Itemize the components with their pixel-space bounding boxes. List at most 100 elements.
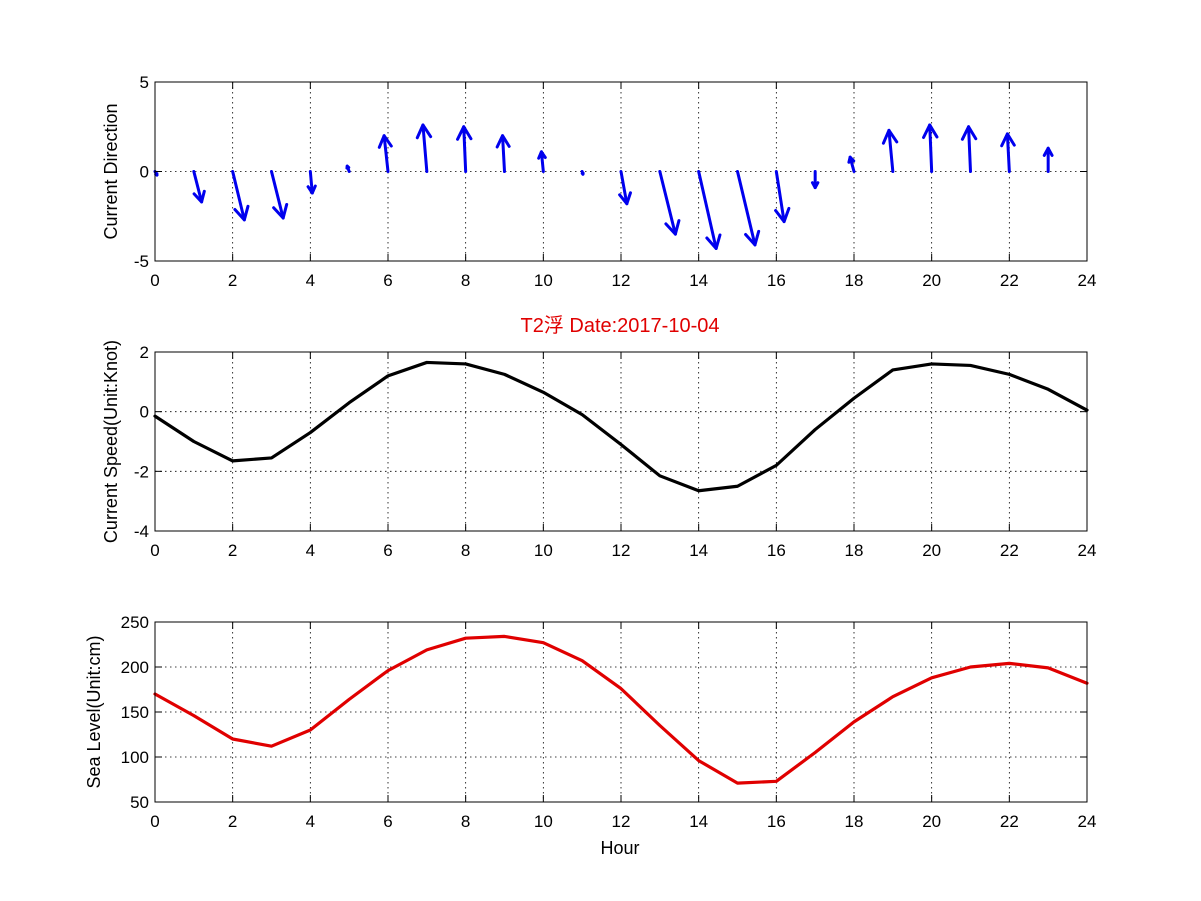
arrow-head <box>847 155 856 164</box>
arrow-shaft <box>539 150 545 173</box>
y-tick-label: 50 <box>130 793 149 812</box>
x-tick-label: 20 <box>922 271 941 290</box>
arrow-shaft <box>736 170 757 247</box>
arrow-head <box>618 191 632 206</box>
arrow-head <box>1000 132 1016 148</box>
x-tick-label: 22 <box>1000 541 1019 560</box>
arrow-shaft <box>967 125 972 173</box>
figure-title: T2浮 Date:2017-10-04 <box>520 314 719 337</box>
y-tick-label: 0 <box>140 403 149 422</box>
arrow-shaft <box>619 170 629 206</box>
y-tick-label: 0 <box>140 163 149 182</box>
x-tick-label: 6 <box>383 812 392 831</box>
arrow-head <box>664 219 681 236</box>
arrow-head <box>922 123 939 140</box>
arrow-19 <box>881 128 899 173</box>
arrow-shaft <box>697 170 718 250</box>
arrow-head <box>495 134 511 149</box>
arrow-shaft <box>231 170 246 222</box>
series-line <box>153 360 1089 493</box>
x-tick-label: 24 <box>1078 271 1097 290</box>
x-tick-label: 8 <box>461 812 470 831</box>
y-tick-label: -4 <box>134 522 149 541</box>
arrow-head <box>415 123 433 140</box>
arrow-head <box>345 164 351 170</box>
arrow-shaft <box>382 134 390 173</box>
x-tick-label: 14 <box>689 541 708 560</box>
x-tick-label: 0 <box>150 812 159 831</box>
x-tick-label: 0 <box>150 271 159 290</box>
arrow-1 <box>192 170 206 204</box>
x-tick-label: 8 <box>461 541 470 560</box>
arrow-15 <box>736 170 761 247</box>
x-tick-label: 18 <box>845 271 864 290</box>
arrow-shaft <box>462 125 468 173</box>
arrow-head <box>192 189 206 204</box>
arrow-shaft <box>928 123 934 173</box>
arrow-shaft <box>308 170 314 195</box>
x-tick-label: 0 <box>150 541 159 560</box>
arrow-4 <box>306 170 317 195</box>
x-axis-label: Hour <box>600 838 639 858</box>
ticks: 0 2 4 6 8 10 12 14 16 18 20 22 24-505 <box>134 73 1097 290</box>
arrow-head <box>306 184 317 195</box>
x-tick-label: 16 <box>767 812 786 831</box>
x-tick-label: 14 <box>689 271 708 290</box>
arrow-head <box>456 125 473 141</box>
grid <box>155 622 1087 802</box>
x-tick-label: 4 <box>306 271 315 290</box>
arrow-9 <box>495 134 511 173</box>
x-tick-label: 24 <box>1078 541 1097 560</box>
x-tick-label: 2 <box>228 271 237 290</box>
x-tick-label: 4 <box>306 541 315 560</box>
arrow-13 <box>658 170 681 236</box>
arrow-10 <box>537 150 547 173</box>
y-tick-label: 150 <box>121 703 149 722</box>
arrow-head <box>537 150 547 160</box>
arrow-shaft <box>658 170 677 236</box>
arrow-shaft <box>421 123 429 173</box>
x-tick-label: 12 <box>612 541 631 560</box>
arrow-head <box>744 229 761 247</box>
arrow-5 <box>345 164 351 173</box>
arrow-16 <box>774 170 791 224</box>
x-tick-label: 16 <box>767 271 786 290</box>
y-tick-label: -5 <box>134 252 149 271</box>
arrow-18 <box>847 155 856 173</box>
arrow-2 <box>231 170 250 222</box>
arrow-7 <box>415 123 433 173</box>
x-tick-label: 2 <box>228 541 237 560</box>
grid <box>155 352 1087 531</box>
x-tick-label: 10 <box>534 271 553 290</box>
x-tick-label: 18 <box>845 541 864 560</box>
arrow-head <box>272 202 289 220</box>
x-tick-label: 20 <box>922 812 941 831</box>
y-tick-label: 5 <box>140 73 149 92</box>
y-tick-label: 200 <box>121 658 149 677</box>
arrow-head <box>233 204 250 222</box>
x-tick-label: 6 <box>383 541 392 560</box>
arrow-shaft <box>270 170 285 220</box>
arrow-head <box>705 233 722 250</box>
x-tick-label: 10 <box>534 541 553 560</box>
arrow-head <box>960 125 978 141</box>
arrow-head <box>580 171 585 176</box>
arrow-22 <box>1000 132 1016 173</box>
x-tick-label: 20 <box>922 541 941 560</box>
arrow-shaft <box>501 134 506 173</box>
y-tick-label: 2 <box>140 343 149 362</box>
arrow-shaft <box>774 170 786 224</box>
arrow-shaft <box>887 128 895 173</box>
quiver-arrows <box>153 123 1054 250</box>
y-tick-label: -2 <box>134 462 149 481</box>
x-tick-label: 22 <box>1000 812 1019 831</box>
arrow-20 <box>922 123 939 173</box>
arrow-head <box>810 181 820 190</box>
arrow-head <box>154 172 159 177</box>
x-tick-label: 12 <box>612 812 631 831</box>
